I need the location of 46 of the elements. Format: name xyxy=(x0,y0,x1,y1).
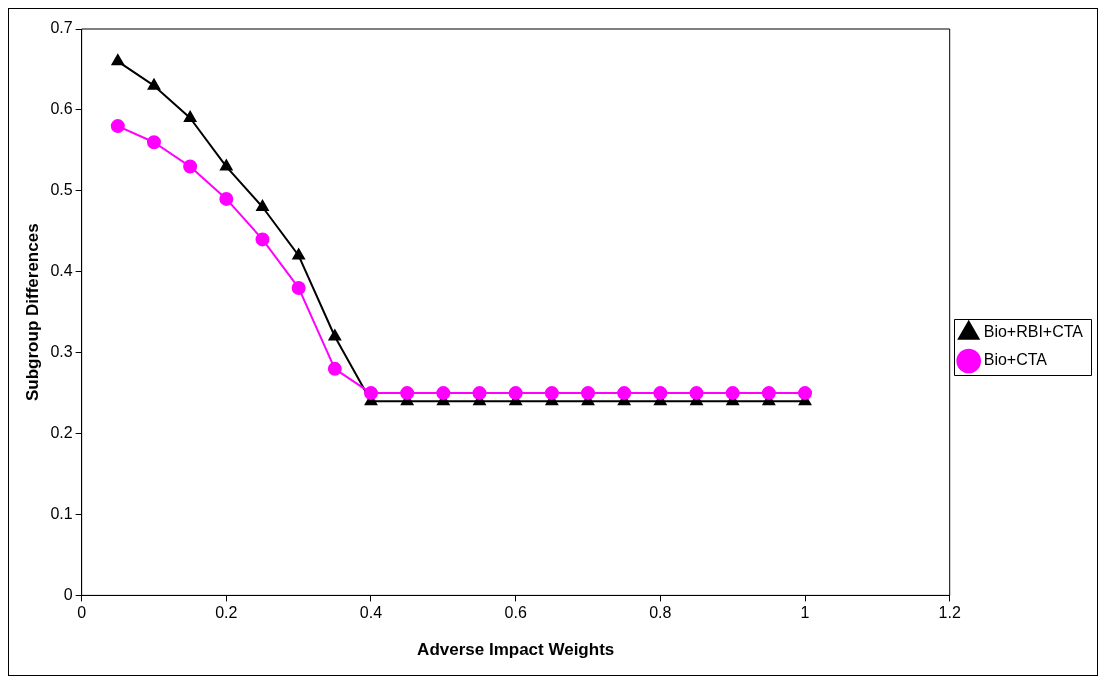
point xyxy=(798,386,813,401)
x-tick-label: 0.4 xyxy=(359,604,383,622)
x-tick-label: 0 xyxy=(77,604,87,622)
point xyxy=(292,248,305,260)
point xyxy=(291,280,306,295)
x-tick-label: 0.8 xyxy=(649,604,672,622)
point xyxy=(725,386,740,401)
x-tick-label: 0.2 xyxy=(215,604,238,622)
point xyxy=(472,386,487,401)
point xyxy=(400,386,415,401)
y-tick-label: 0.4 xyxy=(50,262,73,280)
point xyxy=(328,329,342,341)
point xyxy=(256,200,269,212)
point xyxy=(255,232,270,247)
legend-label: Bio+CTA xyxy=(983,351,1048,369)
point xyxy=(220,159,233,171)
x-tick-label: 0.6 xyxy=(504,604,527,622)
point xyxy=(111,54,125,66)
point xyxy=(219,191,234,206)
point xyxy=(436,386,451,401)
y-tick-label: 0.2 xyxy=(50,423,73,441)
point xyxy=(364,386,378,401)
point xyxy=(183,111,197,123)
point xyxy=(653,386,668,401)
x-axis-title: Adverse Impact Weights xyxy=(417,640,615,660)
point xyxy=(581,386,596,401)
y-tick-label: 0.6 xyxy=(50,100,73,118)
point xyxy=(544,386,559,401)
point xyxy=(147,78,161,90)
y-tick-label: 0.7 xyxy=(50,19,73,37)
y-tick-label: 0 xyxy=(63,585,73,603)
y-axis-title: Subgroup Differences xyxy=(22,223,42,401)
point xyxy=(146,135,161,150)
y-tick-label: 0.1 xyxy=(50,504,73,522)
point xyxy=(183,159,198,174)
point xyxy=(508,386,523,401)
y-tick-label: 0.3 xyxy=(50,343,73,361)
point xyxy=(617,386,632,401)
x-tick-label: 1.2 xyxy=(938,604,961,622)
point xyxy=(327,361,342,376)
point xyxy=(761,386,776,401)
y-tick-label: 0.5 xyxy=(50,181,73,199)
point xyxy=(110,119,125,134)
x-tick-label: 1 xyxy=(800,604,810,622)
point xyxy=(689,386,704,401)
legend-label: Bio+RBI+CTA xyxy=(983,323,1084,341)
